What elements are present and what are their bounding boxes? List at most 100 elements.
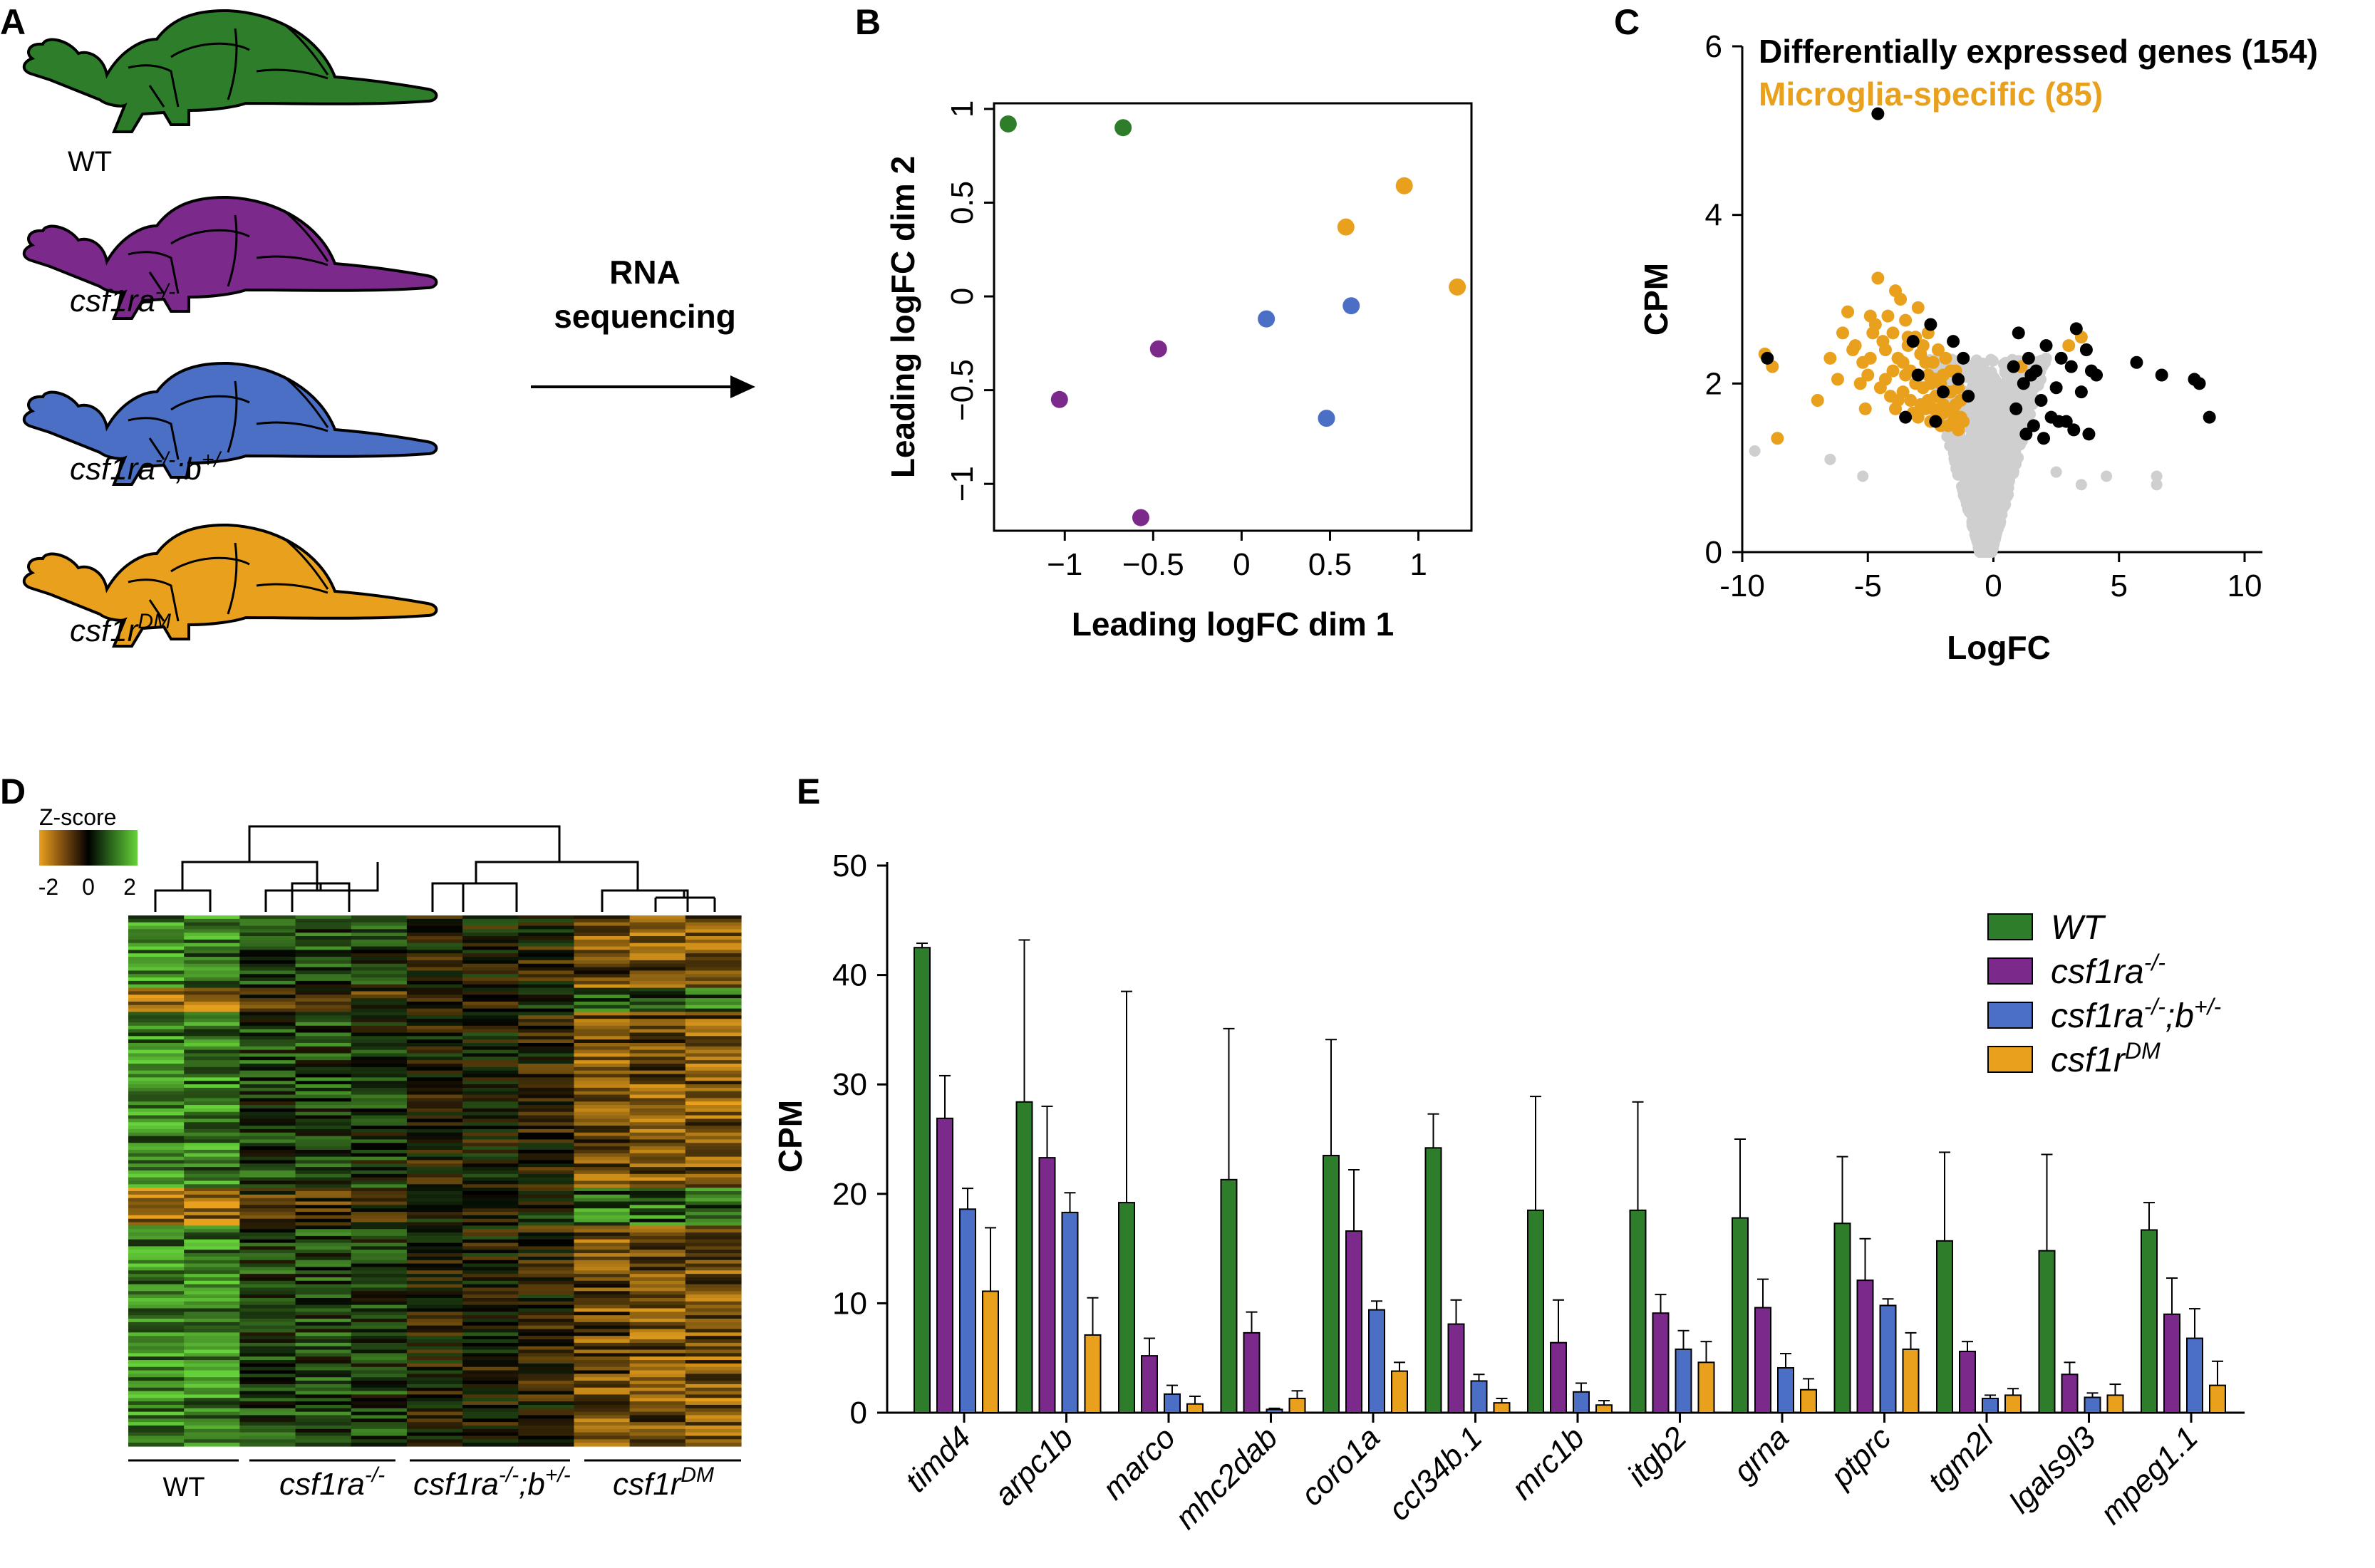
heatmap-cell bbox=[184, 1425, 240, 1430]
heatmap-cell bbox=[406, 1297, 463, 1302]
heatmap-cell bbox=[184, 1263, 240, 1268]
plot-b-point bbox=[1258, 310, 1276, 328]
plot-c-point bbox=[1939, 351, 1952, 365]
heatmap-cell bbox=[518, 960, 575, 965]
heatmap-cell bbox=[184, 1319, 240, 1323]
heatmap-cell bbox=[239, 1287, 296, 1292]
heatmap-cell bbox=[574, 1235, 631, 1240]
heatmap-cell bbox=[574, 1146, 631, 1151]
plot-c-point bbox=[1871, 107, 1885, 120]
heatmap-cell bbox=[685, 1128, 742, 1133]
heatmap-cell bbox=[184, 1260, 240, 1265]
heatmap-cell bbox=[518, 1346, 575, 1351]
heatmap-cell bbox=[685, 1353, 742, 1357]
plot-e-category-label: itgb2 bbox=[1620, 1420, 1693, 1492]
heatmap-cell bbox=[239, 1218, 296, 1223]
heatmap-cell bbox=[239, 1332, 296, 1336]
plot-c-background-point bbox=[1749, 445, 1761, 457]
heatmap-cell bbox=[574, 950, 631, 954]
heatmap-cell bbox=[184, 1415, 240, 1419]
heatmap-cell bbox=[128, 1042, 185, 1047]
heatmap-cell bbox=[629, 918, 686, 923]
heatmap-cell bbox=[462, 1049, 519, 1054]
heatmap-cell bbox=[406, 1094, 463, 1099]
heatmap-cell bbox=[685, 1122, 742, 1126]
legend-swatch-csf1ra bbox=[1987, 957, 2033, 985]
heatmap-cell bbox=[462, 1404, 519, 1409]
heatmap-cell bbox=[406, 1032, 463, 1037]
heatmap-cell bbox=[462, 1191, 519, 1195]
heatmap-cell bbox=[574, 1087, 631, 1092]
heatmap-cell bbox=[295, 1304, 352, 1309]
heatmap-cell bbox=[574, 1435, 631, 1440]
heatmap-cell bbox=[128, 1398, 185, 1402]
heatmap-cell bbox=[406, 929, 463, 933]
heatmap-cell bbox=[685, 1312, 742, 1316]
heatmap-cell bbox=[406, 1111, 463, 1116]
heatmap-cell bbox=[406, 1432, 463, 1437]
heatmap-cell bbox=[685, 1118, 742, 1123]
panel-d-heatmap: Z-score -2 0 2 bbox=[38, 804, 742, 1502]
heatmap-cell bbox=[518, 929, 575, 933]
heatmap-cell bbox=[239, 1173, 296, 1178]
heatmap-cell bbox=[295, 1260, 352, 1265]
heatmap-cell bbox=[574, 1394, 631, 1398]
heatmap-cell bbox=[406, 1325, 463, 1330]
heatmap-cell bbox=[629, 1404, 686, 1409]
heatmap-cell bbox=[462, 1229, 519, 1233]
brain-csf1ra-b-icon: csf1ra-/-;b+/- bbox=[22, 361, 438, 487]
heatmap-cell bbox=[295, 1284, 352, 1289]
plot-e-bar bbox=[1595, 1404, 1613, 1414]
heatmap-cell bbox=[629, 1263, 686, 1268]
plot-c-background-point bbox=[2101, 470, 2113, 482]
heatmap-cell bbox=[574, 1084, 631, 1089]
heatmap-cell bbox=[406, 1122, 463, 1126]
heatmap-cell bbox=[351, 1267, 408, 1271]
heatmap-cell bbox=[128, 1256, 185, 1261]
heatmap-cell bbox=[462, 950, 519, 954]
heatmap-cell bbox=[184, 1253, 240, 1257]
plot-c-xtick-label: -5 bbox=[1854, 568, 1882, 603]
heatmap-cell bbox=[629, 998, 686, 1002]
heatmap-cell bbox=[295, 929, 352, 933]
heatmap-cell bbox=[518, 1325, 575, 1330]
plot-e-bar bbox=[1391, 1370, 1408, 1413]
heatmap-cell bbox=[629, 1363, 686, 1368]
heatmap-cell bbox=[685, 1156, 742, 1161]
heatmap-cell bbox=[518, 946, 575, 950]
heatmap-cell bbox=[462, 1319, 519, 1323]
heatmap-cell bbox=[128, 1019, 185, 1023]
legend-label-csf1rdm: csf1rDM bbox=[2051, 1038, 2161, 1079]
heatmap-cell bbox=[685, 1404, 742, 1409]
heatmap-cell bbox=[239, 1115, 296, 1120]
heatmap-cell bbox=[685, 1232, 742, 1237]
heatmap-cell bbox=[629, 1349, 686, 1354]
heatmap-cell bbox=[295, 950, 352, 954]
heatmap-cell bbox=[184, 1173, 240, 1178]
heatmap-cell bbox=[239, 1225, 296, 1230]
heatmap-cell bbox=[184, 1308, 240, 1312]
heatmap-cell bbox=[351, 1304, 408, 1309]
heatmap-cell bbox=[128, 1222, 185, 1226]
heatmap-cell bbox=[629, 1411, 686, 1416]
heatmap-cell bbox=[128, 1253, 185, 1257]
heatmap-cell bbox=[574, 960, 631, 965]
heatmap-cell bbox=[239, 1022, 296, 1027]
heatmap-cell bbox=[518, 1022, 575, 1027]
heatmap-cell bbox=[462, 1439, 519, 1443]
heatmap-cell bbox=[184, 1229, 240, 1233]
heatmap-cell bbox=[574, 1360, 631, 1364]
heatmap-cell bbox=[685, 1277, 742, 1282]
heatmap-cell bbox=[574, 1019, 631, 1023]
heatmap-cell bbox=[239, 1004, 296, 1009]
heatmap-cell bbox=[406, 915, 463, 920]
heatmap-cell bbox=[351, 1287, 408, 1292]
heatmap-cell bbox=[295, 967, 352, 972]
heatmap-cell bbox=[239, 1184, 296, 1188]
heatmap-cell bbox=[406, 1136, 463, 1141]
heatmap-cell bbox=[184, 1136, 240, 1141]
heatmap-cell bbox=[295, 1315, 352, 1319]
plot-c-xlabel: LogFC bbox=[1947, 629, 2051, 666]
heatmap-cell bbox=[184, 1232, 240, 1237]
heatmap-cell bbox=[574, 1118, 631, 1123]
